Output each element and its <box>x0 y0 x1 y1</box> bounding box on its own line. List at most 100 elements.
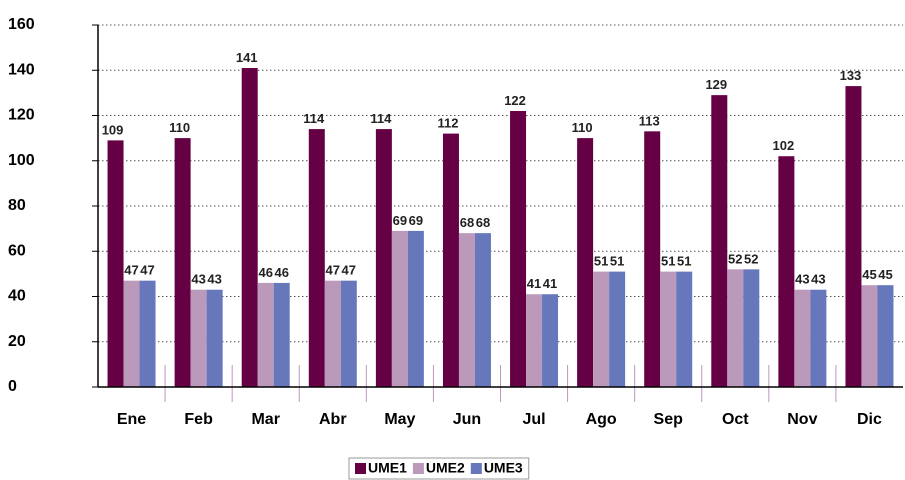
bar <box>727 269 744 387</box>
data-label: 41 <box>543 276 557 291</box>
data-label: 68 <box>460 215 474 230</box>
data-label: 51 <box>610 254 624 269</box>
bar <box>241 67 258 388</box>
bar <box>474 233 491 387</box>
x-tick-label: Jul <box>522 411 545 428</box>
bar <box>644 131 661 387</box>
data-label: 51 <box>661 254 675 269</box>
data-label: 45 <box>862 267 876 282</box>
bar <box>711 95 728 387</box>
y-tick-label: 60 <box>8 242 26 259</box>
x-tick-label: Jun <box>453 411 481 428</box>
bar <box>206 289 223 387</box>
data-label: 68 <box>476 215 490 230</box>
data-label: 69 <box>393 213 407 228</box>
y-tick-label: 20 <box>8 333 26 350</box>
bar <box>526 294 543 387</box>
bar <box>542 294 559 387</box>
data-label: 43 <box>811 272 825 287</box>
bar <box>273 282 290 387</box>
bar <box>778 156 795 387</box>
data-label: 129 <box>705 77 727 92</box>
data-label: 47 <box>140 263 154 278</box>
x-tick-label: Sep <box>654 411 684 428</box>
data-label: 109 <box>102 122 124 137</box>
data-label: 47 <box>342 263 356 278</box>
data-label: 51 <box>677 254 691 269</box>
x-tick-label: Ago <box>586 411 617 428</box>
bar <box>407 230 424 387</box>
bar <box>660 271 677 387</box>
legend-label: UME1 <box>368 460 407 476</box>
y-tick-label: 160 <box>8 16 35 33</box>
bar <box>609 271 626 387</box>
data-label: 122 <box>504 93 526 108</box>
data-label: 43 <box>191 272 205 287</box>
bar <box>845 86 862 388</box>
bar <box>794 289 811 387</box>
bar <box>593 271 610 387</box>
data-label: 141 <box>236 50 258 65</box>
bar <box>257 282 274 387</box>
data-label: 114 <box>303 111 325 126</box>
bar <box>107 140 124 387</box>
bar <box>877 285 894 387</box>
x-tick-label: Ene <box>117 411 146 428</box>
y-tick-label: 140 <box>8 61 35 78</box>
data-label: 52 <box>728 251 742 266</box>
bar <box>375 129 392 387</box>
data-label: 47 <box>124 263 138 278</box>
x-tick-label: Abr <box>319 411 347 428</box>
bar <box>577 138 594 387</box>
legend-label: UME3 <box>484 460 523 476</box>
data-label: 112 <box>437 116 458 131</box>
x-tick-label: Feb <box>184 411 213 428</box>
bar <box>458 233 475 387</box>
data-label: 51 <box>594 254 608 269</box>
bar <box>324 280 341 387</box>
legend-swatch <box>412 463 424 474</box>
x-tick-label: Dic <box>857 411 882 428</box>
data-label: 43 <box>795 272 809 287</box>
y-tick-label: 40 <box>8 288 26 305</box>
data-label: 46 <box>258 265 272 280</box>
data-label: 113 <box>639 113 660 128</box>
data-label: 41 <box>527 276 541 291</box>
bar <box>340 280 357 387</box>
y-tick-label: 80 <box>8 197 26 214</box>
bar <box>676 271 693 387</box>
bar <box>123 280 140 387</box>
data-label: 45 <box>878 267 892 282</box>
data-label: 133 <box>840 68 862 83</box>
bar <box>810 289 827 387</box>
x-tick-label: Oct <box>722 411 749 428</box>
legend-swatch <box>355 463 366 474</box>
legend-label: UME2 <box>426 460 465 476</box>
data-label: 102 <box>773 138 795 153</box>
data-label: 46 <box>274 265 288 280</box>
x-tick-label: Mar <box>251 411 279 428</box>
bar <box>190 289 207 387</box>
x-tick-label: May <box>384 411 415 428</box>
legend-box <box>348 457 530 480</box>
data-label: 114 <box>370 111 392 126</box>
data-label: 69 <box>409 213 423 228</box>
bar <box>861 285 878 387</box>
bar <box>308 129 325 387</box>
data-label: 110 <box>572 120 593 135</box>
x-tick-label: Nov <box>787 411 817 428</box>
bar <box>391 230 408 387</box>
bar <box>743 269 760 387</box>
legend-swatch <box>470 463 482 474</box>
bar <box>174 138 191 387</box>
y-tick-label: 120 <box>8 107 35 124</box>
data-label: 43 <box>207 272 221 287</box>
data-label: 110 <box>169 120 190 135</box>
bar <box>510 110 527 387</box>
bar <box>442 133 459 387</box>
data-label: 47 <box>326 263 340 278</box>
y-tick-label: 100 <box>8 152 35 169</box>
data-label: 52 <box>744 251 758 266</box>
bar <box>139 280 156 387</box>
